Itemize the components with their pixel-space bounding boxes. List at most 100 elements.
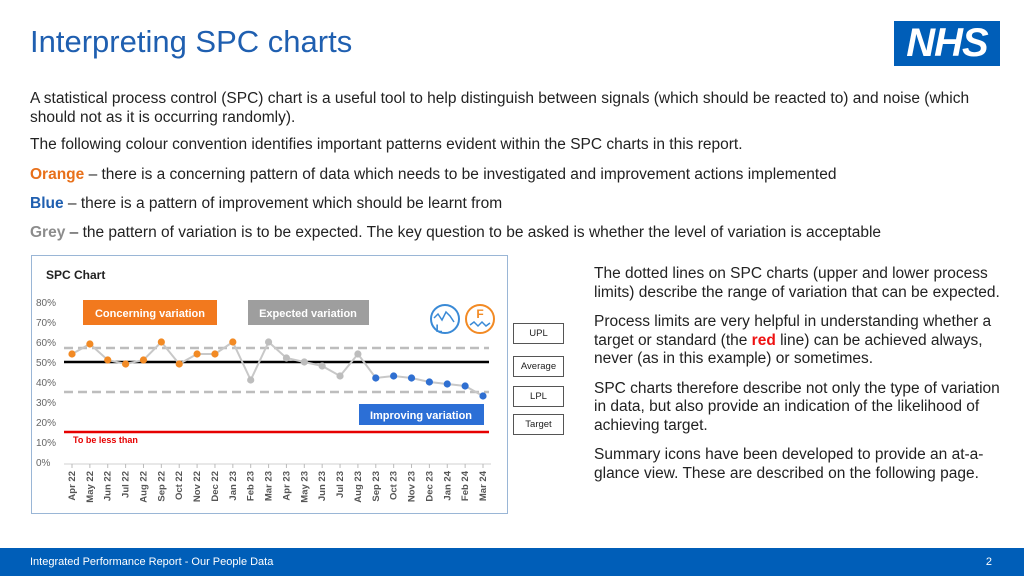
data-point bbox=[157, 338, 165, 346]
data-point bbox=[264, 338, 273, 346]
x-tick-label: Apr 22 bbox=[67, 471, 78, 501]
data-point bbox=[300, 358, 308, 366]
y-tick-label: 10% bbox=[36, 438, 56, 449]
x-tick-label: Dec 22 bbox=[210, 471, 221, 502]
x-tick-label: Feb 24 bbox=[460, 470, 471, 501]
page-title: Interpreting SPC charts bbox=[30, 24, 353, 59]
data-point bbox=[336, 372, 344, 380]
x-tick-label: Jun 22 bbox=[103, 471, 114, 501]
y-tick-label: 20% bbox=[36, 418, 56, 429]
data-point bbox=[354, 350, 362, 358]
data-point bbox=[229, 338, 237, 346]
nhs-logo: NHS bbox=[894, 21, 1000, 66]
x-tick-label: Apr 23 bbox=[281, 471, 292, 501]
x-tick-label: Oct 23 bbox=[389, 471, 400, 500]
data-point bbox=[86, 340, 94, 348]
explanation-p1: The dotted lines on SPC charts (upper an… bbox=[594, 265, 1000, 301]
x-tick-label: Jun 23 bbox=[317, 471, 328, 501]
explanation-p2: Process limits are very helpful in under… bbox=[594, 313, 1009, 369]
x-tick-label: Sep 23 bbox=[371, 471, 382, 502]
x-tick-label: Mar 23 bbox=[264, 471, 275, 501]
concerning-variation-label: Concerning variation bbox=[95, 308, 205, 320]
expected-variation-label: Expected variation bbox=[259, 308, 357, 320]
data-point bbox=[372, 374, 380, 382]
assurance-icon-letter: F bbox=[476, 307, 483, 321]
x-tick-label: May 23 bbox=[299, 471, 310, 503]
assurance-icon-glyph bbox=[469, 320, 491, 328]
variation-icon bbox=[430, 304, 460, 334]
x-tick-label: May 22 bbox=[85, 471, 96, 503]
x-tick-label: Jul 23 bbox=[335, 471, 346, 498]
x-tick-label: Oct 22 bbox=[174, 471, 185, 500]
x-tick-label: Aug 22 bbox=[138, 471, 149, 503]
x-tick-label: Jan 24 bbox=[442, 470, 453, 500]
data-point bbox=[407, 374, 416, 382]
x-tick-label: Nov 23 bbox=[407, 471, 418, 502]
legend-average: Average bbox=[513, 356, 564, 377]
y-tick-label: 80% bbox=[36, 298, 56, 309]
y-tick-label: 30% bbox=[36, 398, 56, 409]
grey-paragraph: Grey – the pattern of variation is to be… bbox=[30, 223, 881, 242]
target-label: To be less than bbox=[73, 435, 138, 445]
legend-target: Target bbox=[513, 414, 564, 435]
explanation-column: The dotted lines on SPC charts (upper an… bbox=[594, 265, 1009, 494]
legend-upl: UPL bbox=[513, 323, 564, 344]
explanation-p4: Summary icons have been developed to pro… bbox=[594, 446, 984, 482]
x-tick-label: Feb 23 bbox=[246, 471, 257, 501]
x-tick-label: Jan 23 bbox=[228, 471, 239, 501]
variation-icon-letter: L bbox=[436, 323, 443, 335]
blue-word: Blue bbox=[30, 195, 64, 212]
data-point bbox=[175, 360, 183, 368]
data-point bbox=[104, 356, 112, 364]
y-tick-label: 70% bbox=[36, 318, 56, 329]
data-point bbox=[425, 378, 433, 386]
orange-paragraph: Orange – there is a concerning pattern o… bbox=[30, 165, 836, 184]
x-tick-label: Jul 22 bbox=[121, 471, 132, 498]
y-tick-label: 40% bbox=[36, 378, 56, 389]
expected-variation-box bbox=[248, 300, 369, 325]
explanation-p2b: line) can be achieved always, never (as … bbox=[594, 331, 983, 368]
data-point bbox=[139, 356, 148, 364]
data-point bbox=[193, 350, 201, 358]
legend-lpl: LPL bbox=[513, 386, 564, 407]
improving-variation-box bbox=[359, 404, 484, 425]
footer-bar: Integrated Performance Report - Our Peop… bbox=[0, 548, 1024, 576]
page-number: 2 bbox=[985, 556, 992, 568]
grey-word: Grey bbox=[30, 224, 66, 241]
improving-variation-label: Improving variation bbox=[370, 410, 472, 422]
red-word: red bbox=[751, 331, 776, 349]
series-line bbox=[71, 340, 484, 397]
grey-text: – the pattern of variation is to be expe… bbox=[65, 224, 882, 241]
data-point bbox=[479, 392, 487, 400]
y-tick-label: 0% bbox=[36, 458, 51, 469]
convention-paragraph: The following colour convention identifi… bbox=[30, 136, 743, 153]
explanation-p3: SPC charts therefore describe not only t… bbox=[594, 379, 1000, 434]
explanation-p2a: Process limits are very helpful in under… bbox=[594, 313, 992, 349]
spc-chart-panel: SPC Chart 0% 10% 20% 30% 40% 50% 60% 70% 80% Apr 2… bbox=[31, 255, 508, 514]
y-tick-label: 50% bbox=[36, 358, 56, 369]
spc-chart: SPC Chart 0% 10% 20% 30% 40% 50% 60% 70% 80% Apr 2… bbox=[36, 268, 495, 503]
intro-paragraph: A statistical process control (SPC) char… bbox=[30, 90, 970, 126]
data-point bbox=[461, 382, 469, 390]
data-point bbox=[443, 380, 451, 388]
x-tick-label: Mar 24 bbox=[478, 470, 489, 501]
x-tick-label: Aug 23 bbox=[353, 471, 364, 503]
data-point bbox=[122, 360, 130, 368]
variation-icon-glyph bbox=[433, 310, 455, 323]
data-point bbox=[247, 376, 255, 384]
chart-title: SPC Chart bbox=[46, 268, 105, 282]
blue-text: – there is a pattern of improvement whic… bbox=[63, 195, 503, 212]
data-point bbox=[282, 354, 291, 362]
orange-text: – there is a concerning pattern of data … bbox=[84, 166, 837, 183]
data-point bbox=[390, 372, 398, 380]
data-point bbox=[318, 362, 326, 370]
x-tick-label: Nov 22 bbox=[192, 471, 203, 502]
orange-word: Orange bbox=[30, 166, 85, 183]
concerning-variation-box bbox=[83, 300, 217, 325]
y-tick-label: 60% bbox=[36, 338, 56, 349]
data-point bbox=[211, 350, 219, 358]
x-tick-label: Sep 22 bbox=[156, 471, 167, 502]
data-point bbox=[68, 350, 76, 358]
x-tick-label: Dec 23 bbox=[424, 471, 435, 502]
footer-text: Integrated Performance Report - Our Peop… bbox=[30, 556, 274, 568]
